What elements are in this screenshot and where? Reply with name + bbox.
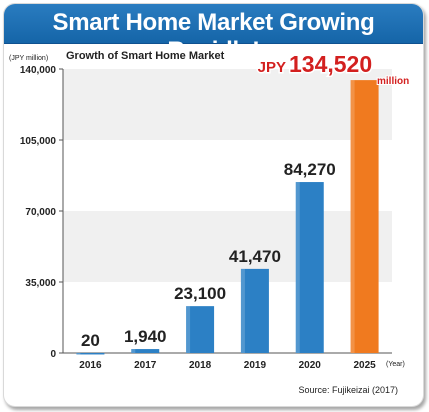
bar-shine	[186, 306, 191, 353]
data-label: 41,470	[229, 247, 281, 266]
bar-shine	[76, 352, 81, 355]
x-category-label: 2016	[79, 360, 102, 371]
x-category-label: 2018	[189, 360, 212, 371]
bar	[76, 352, 105, 355]
chart-subtitle: Growth of Smart Home Market	[66, 50, 225, 62]
highlight-label: JPY 134,520 million	[256, 50, 410, 89]
highlight-value: 134,520	[289, 51, 372, 77]
bar	[295, 182, 324, 353]
x-category-label: 2019	[244, 360, 267, 371]
y-tick-label: 105,000	[20, 136, 57, 147]
data-label: 20	[81, 331, 100, 350]
bar-shine	[131, 349, 136, 353]
highlight-suffix: million	[377, 76, 409, 87]
bar	[186, 306, 215, 353]
bar	[240, 268, 269, 353]
bar-highlight	[350, 80, 379, 353]
x-category-label: 2017	[134, 360, 157, 371]
data-label: 1,940	[124, 327, 167, 346]
y-tick-label: 35,000	[25, 278, 56, 289]
x-unit-label: (Year)	[386, 361, 405, 368]
y-tick-label: 70,000	[25, 207, 56, 218]
data-label: 84,270	[284, 160, 336, 179]
page-title: Smart Home Market Growing Rapidly!	[52, 9, 375, 64]
bar-shine	[240, 268, 245, 353]
highlight-prefix: JPY	[258, 59, 286, 76]
grid-band	[63, 69, 392, 140]
y-tick-label: 140,000	[20, 65, 57, 76]
y-unit-label: (JPY million)	[9, 55, 48, 62]
title-banner: Smart Home Market Growing Rapidly!	[4, 4, 423, 64]
data-label: 23,100	[174, 284, 226, 303]
y-tick-label: 0	[50, 349, 56, 360]
x-category-label: 2025	[353, 360, 376, 371]
bar-shine	[350, 80, 355, 353]
bar-shine	[295, 182, 300, 353]
x-category-label: 2020	[299, 360, 322, 371]
bar	[131, 349, 160, 353]
source-note: Source: Fujikeizai (2017)	[298, 385, 398, 395]
grid-band	[63, 211, 392, 282]
